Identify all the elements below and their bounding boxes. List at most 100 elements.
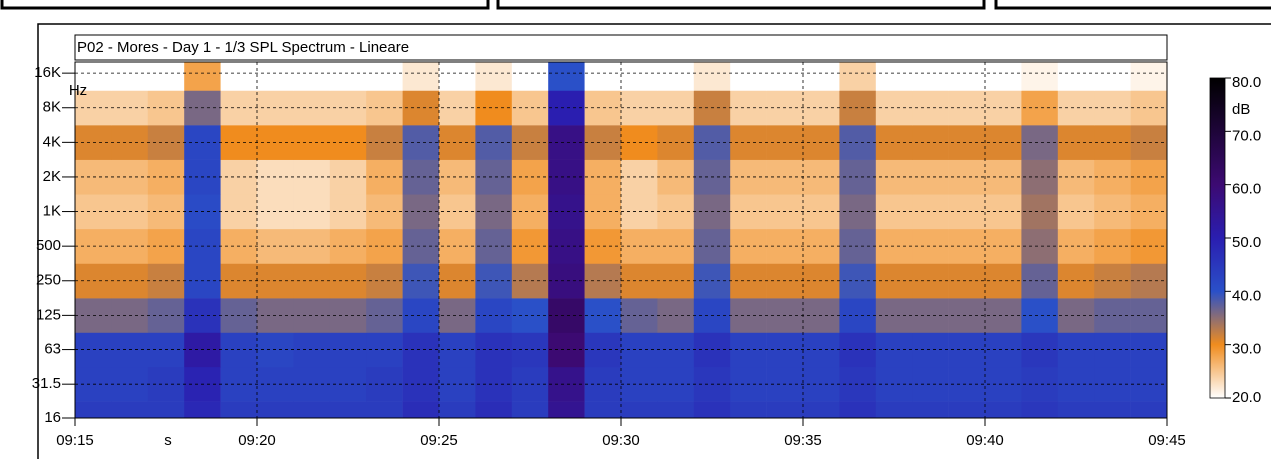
colorbar-tick-label: 80.0 [1232,74,1261,91]
spectrum-cell [730,401,767,419]
spectrum-cell [985,90,1022,126]
tab[interactable] [994,0,1271,10]
spectrum-cell [985,401,1022,419]
spectrum-cell [621,62,658,91]
spectrum-cell [584,62,622,91]
colorbar-tick-label: 50.0 [1232,234,1261,251]
spectrum-cell [1057,194,1095,230]
spectrum-cell [948,159,986,195]
spectrum-cell [439,228,476,264]
spectrum-cell [912,159,949,195]
spectrum-cell [912,62,949,91]
spectrum-cell [511,228,549,264]
spectrum-cell [439,62,476,91]
spectrum-cell [548,159,585,195]
spectrum-cell [184,401,221,419]
spectrum-cell [147,401,185,419]
spectrum-cell [293,401,331,419]
spectrum-cell [1094,401,1131,419]
spectrum-cell [548,366,585,402]
spectrum-cell [257,401,294,419]
spectrum-cell [985,263,1022,299]
spectrum-cell [439,366,476,402]
tab[interactable] [0,0,490,10]
spectrum-cell [1057,332,1095,368]
spectrum-cell [948,298,986,333]
spectrum-cell [402,125,440,160]
spectrum-cell [985,366,1022,402]
colorbar-tick-label: 20.0 [1232,389,1261,406]
spectrum-cell [147,62,185,91]
spectrum-cell [1094,228,1131,264]
spectrum-cell [1057,263,1095,299]
y-tick-label: 4K [43,133,61,150]
spectrum-cell [912,194,949,230]
x-tick-label: 09:30 [602,432,640,449]
spectrum-cell [1057,228,1095,264]
spectrum-cell [985,332,1022,368]
spectrum-cell [366,263,403,299]
spectrum-cell [366,62,403,91]
y-tick-label: 125 [36,306,61,323]
spectrum-cell [75,401,112,419]
spectrum-cell [475,332,513,368]
spectrum-cell [1021,194,1059,230]
spectrum-cell [948,125,986,160]
spectrum-cell [257,62,294,91]
y-tick-label: 16K [34,64,61,81]
spectrum-cell [475,298,513,333]
y-tick-label: 8K [43,99,61,116]
colorbar-tick-label: 60.0 [1232,181,1261,198]
colorbar [1209,77,1226,399]
spectrum-cell [439,332,476,368]
spectrum-cell [293,62,331,91]
spectrum-cell [402,298,440,333]
tab[interactable] [496,0,986,10]
spectrum-cell [439,159,476,195]
spectrum-cell [1021,401,1059,419]
spectrum-cell [548,62,585,91]
spectrum-cell [985,159,1022,195]
spectrum-cell [511,62,549,91]
spectrum-cell [548,401,585,419]
spectrum-cell [366,194,403,230]
spectrum-cell [111,401,149,419]
spectrum-cell [548,90,585,126]
spectrum-cell [766,401,804,419]
x-tick-label: 09:45 [1148,432,1186,449]
spectrum-cell [912,332,949,368]
spectrum-cell [439,401,476,419]
spectrum-cell [1021,90,1059,126]
spectrum-cell [1057,125,1095,160]
x-tick-label: 09:35 [784,432,822,449]
spectrum-cell [912,228,949,264]
spectrum-cell [366,90,403,126]
spectrum-cell [511,194,549,230]
y-tick-label: 2K [43,168,61,185]
spectrum-cell [1094,159,1131,195]
colorbar-tick-label: 40.0 [1232,287,1261,304]
spectrum-cell [1094,298,1131,333]
spectrum-cell [548,125,585,160]
spectrum-cell [329,401,367,419]
x-tick-label: 09:25 [420,432,458,449]
spectrum-cell [511,401,549,419]
spectrum-cell [475,125,513,160]
spectrum-cell [511,159,549,195]
y-tick-label: 31.5 [32,375,61,392]
spectrum-cell [584,401,622,419]
spectrum-cell [1057,366,1095,402]
spectrum-cell [1094,194,1131,230]
spectrum-cell [220,62,258,91]
spectrum-cell [1021,228,1059,264]
spectrum-cell [366,366,403,402]
spectrum-cell [1021,159,1059,195]
spectrum-cell [548,298,585,333]
spectrum-cell [948,90,986,126]
spectrum-cell [803,401,840,419]
spectrum-cell [985,228,1022,264]
x-axis-label: s [164,432,172,449]
spectrum-cell [402,366,440,402]
spectrum-cell [366,401,403,419]
spectrum-cell [1057,159,1095,195]
